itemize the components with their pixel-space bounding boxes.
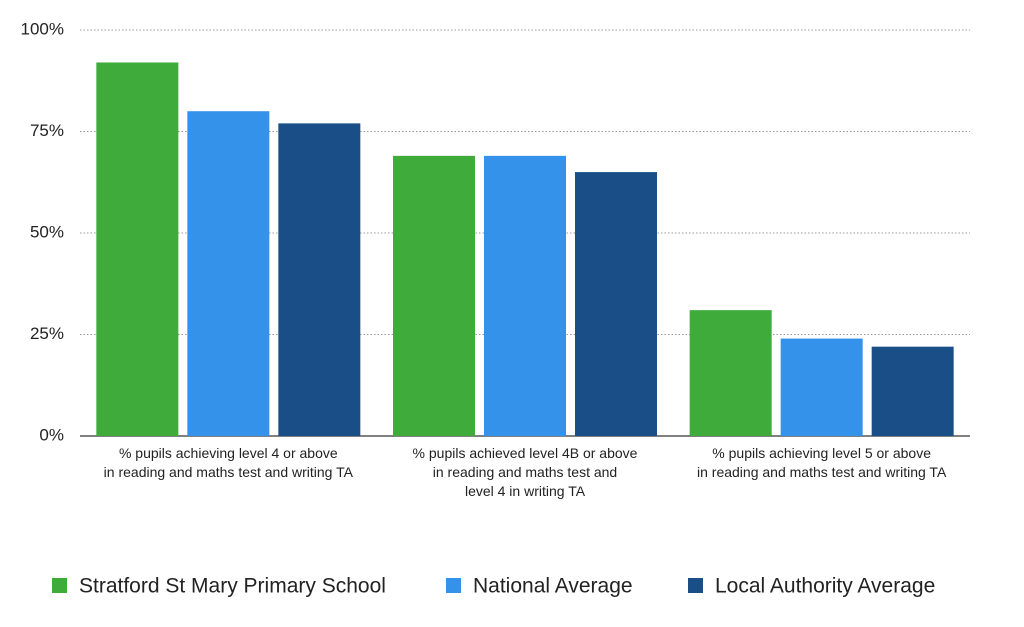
y-tick-label: 0% (39, 425, 64, 444)
y-tick-label: 100% (21, 19, 64, 38)
bar (484, 155, 566, 437)
bar (780, 338, 863, 436)
x-tick-label: % pupils achieving level 5 or above in r… (697, 445, 947, 480)
legend-swatch (688, 578, 703, 593)
legend-label: Local Authority Average (715, 575, 935, 598)
bar (96, 62, 179, 436)
legend-label: Stratford St Mary Primary School (79, 575, 386, 598)
y-tick-label: 25% (30, 324, 64, 343)
bar (393, 155, 475, 437)
bar (871, 346, 954, 436)
bar (575, 172, 657, 436)
x-tick-label: % pupils achieved level 4B or above in r… (412, 445, 638, 499)
y-tick-label: 75% (30, 121, 64, 140)
bar (689, 310, 772, 436)
legend-label: National Average (473, 575, 633, 598)
y-tick-label: 50% (30, 222, 64, 241)
x-tick-label: % pupils achieving level 4 or above in r… (103, 445, 353, 480)
legend-swatch (52, 578, 67, 593)
bar (187, 111, 270, 436)
legend-swatch (446, 578, 461, 593)
bar (278, 123, 361, 436)
